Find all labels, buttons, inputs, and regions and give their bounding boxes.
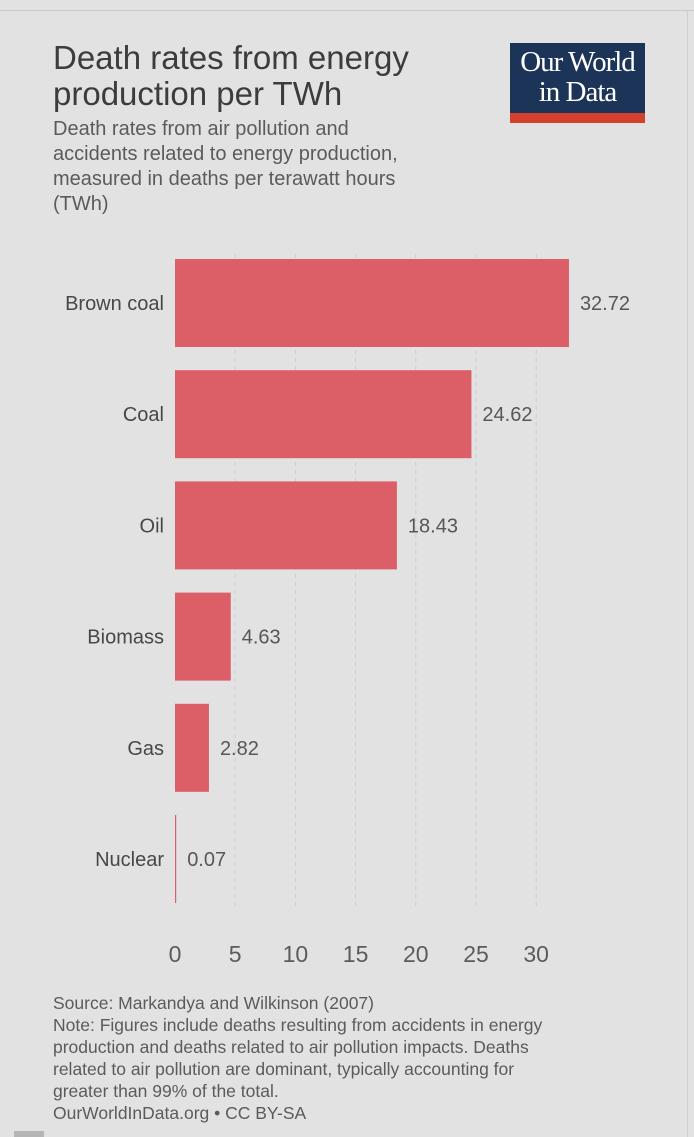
top-divider — [0, 10, 694, 11]
x-tick-label: 30 — [523, 941, 549, 967]
category-label: Oil — [140, 515, 164, 537]
license-link[interactable]: OurWorldInData.org • CC BY-SA — [53, 1103, 307, 1123]
category-label: Biomass — [87, 627, 164, 649]
corner-handle — [14, 1131, 44, 1137]
chart-footer: Source: Markandya and Wilkinson (2007) N… — [53, 992, 653, 1124]
category-label: Coal — [123, 404, 164, 426]
chart-title: Death rates from energy production per T… — [53, 40, 473, 112]
chart-subtitle-line: (TWh) — [53, 193, 109, 215]
bar — [175, 370, 472, 459]
category-label: Brown coal — [65, 293, 164, 315]
category-label: Nuclear — [95, 849, 164, 871]
value-label: 32.72 — [580, 293, 630, 315]
value-label: 2.82 — [220, 738, 259, 760]
chart-title-line: Death rates from energy — [53, 39, 409, 76]
chart-title-line: production per TWh — [53, 75, 343, 112]
owid-logo-line: in Data — [538, 76, 618, 108]
owid-logo-line: Our World — [520, 46, 636, 78]
x-tick-label: 25 — [463, 941, 489, 967]
owid-logo-accent-bar — [510, 113, 645, 123]
category-label: Gas — [127, 738, 164, 760]
chart-subtitle-line: Death rates from air pollution and — [53, 118, 349, 140]
chart-subtitle-line: accidents related to energy production, — [53, 143, 398, 165]
owid-logo-text: Our World in Data — [510, 47, 645, 107]
footnote-line: greater than 99% of the total. — [53, 1081, 279, 1101]
value-label: 18.43 — [408, 515, 458, 537]
bar — [175, 481, 397, 570]
footnote-line: related to air pollution are dominant, t… — [53, 1059, 515, 1079]
footnote-line: Note: Figures include deaths resulting f… — [53, 1015, 543, 1035]
footnote-line: production and deaths related to air pol… — [53, 1037, 529, 1057]
bar — [175, 703, 209, 792]
x-tick-label: 20 — [403, 941, 429, 967]
chart-subtitle: Death rates from air pollution and accid… — [53, 117, 473, 217]
bar — [175, 259, 569, 347]
x-tick-label: 5 — [229, 941, 242, 967]
bar — [175, 592, 231, 681]
x-tick-label: 15 — [343, 941, 369, 967]
right-divider — [687, 10, 688, 1137]
bar-chart: Brown coal 32.72 Coal 24.62 Oil 18.43 Biomass 4… — [65, 254, 630, 967]
chart-subtitle-line: measured in deaths per terawatt hours — [53, 168, 396, 190]
value-label: 4.63 — [242, 627, 281, 649]
source-note: Source: Markandya and Wilkinson (2007) — [53, 993, 374, 1013]
value-label: 0.07 — [187, 849, 226, 871]
x-tick-label: 0 — [169, 941, 182, 967]
bar — [175, 815, 177, 903]
value-label: 24.62 — [482, 404, 532, 426]
x-tick-label: 10 — [283, 941, 309, 967]
owid-logo[interactable]: Our World in Data — [510, 43, 645, 123]
